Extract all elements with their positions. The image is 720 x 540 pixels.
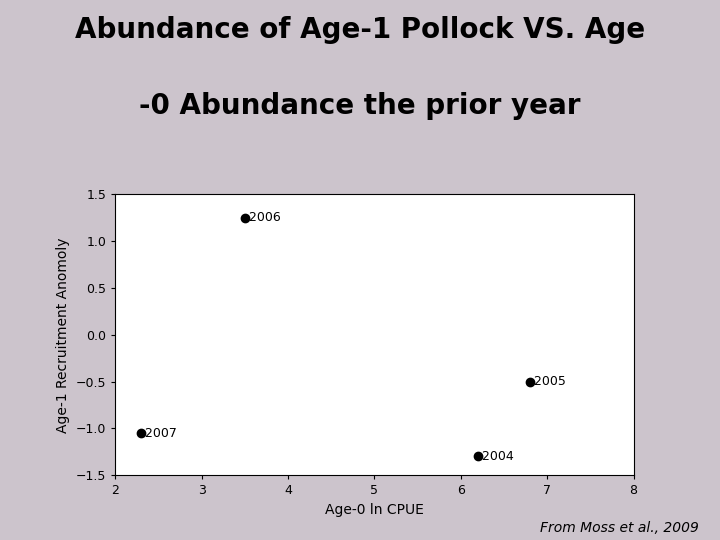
- Point: [239, 213, 251, 222]
- Text: 2006: 2006: [245, 211, 281, 224]
- X-axis label: Age-0 ln CPUE: Age-0 ln CPUE: [325, 503, 424, 517]
- Point: [472, 452, 484, 461]
- Text: -0 Abundance the prior year: -0 Abundance the prior year: [139, 92, 581, 120]
- Text: Abundance of Age-1 Pollock VS. Age: Abundance of Age-1 Pollock VS. Age: [75, 16, 645, 44]
- Text: From Moss et al., 2009: From Moss et al., 2009: [539, 521, 698, 535]
- Text: 2007: 2007: [141, 427, 177, 440]
- Text: 2004: 2004: [478, 450, 514, 463]
- Point: [135, 429, 147, 437]
- Text: 2005: 2005: [530, 375, 566, 388]
- Point: [524, 377, 536, 386]
- Y-axis label: Age-1 Recruitment Anomoly: Age-1 Recruitment Anomoly: [56, 237, 70, 433]
